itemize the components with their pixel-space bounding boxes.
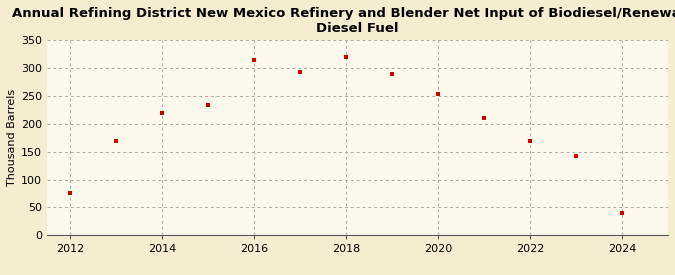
Point [524, 138, 535, 143]
Point [570, 153, 581, 158]
Point [157, 111, 167, 115]
Point [617, 211, 628, 215]
Point [65, 191, 76, 196]
Title: Annual Refining District New Mexico Refinery and Blender Net Input of Biodiesel/: Annual Refining District New Mexico Refi… [11, 7, 675, 35]
Point [387, 72, 398, 76]
Point [248, 57, 259, 62]
Point [111, 138, 122, 143]
Point [341, 55, 352, 59]
Point [433, 92, 443, 97]
Y-axis label: Thousand Barrels: Thousand Barrels [7, 89, 17, 186]
Point [295, 70, 306, 74]
Point [479, 116, 489, 120]
Point [202, 103, 213, 108]
